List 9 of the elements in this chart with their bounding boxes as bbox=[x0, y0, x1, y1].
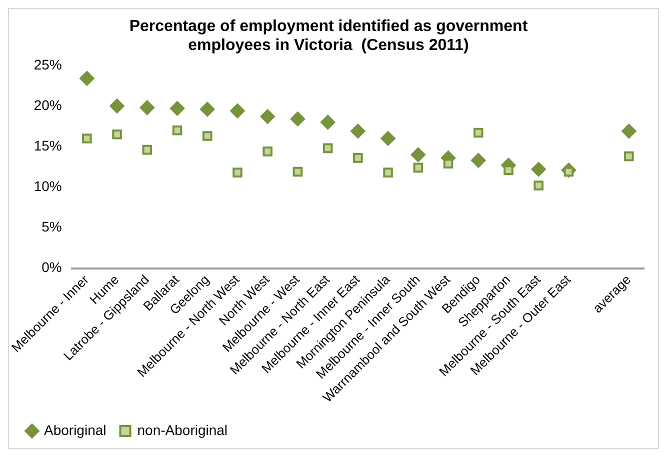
y-tick-label: 25% bbox=[34, 56, 62, 72]
chart-title: Percentage of employment identified as government employees in Victoria (Census 2011) bbox=[129, 18, 528, 54]
legend-label: non-Aboriginal bbox=[137, 422, 228, 438]
y-tick-label: 5% bbox=[42, 218, 62, 235]
y-tick-label: 10% bbox=[34, 178, 62, 194]
y-tick-label: 0% bbox=[42, 259, 62, 276]
y-tick-label: 20% bbox=[34, 96, 62, 113]
legend-label: Aboriginal bbox=[44, 422, 106, 438]
y-tick-label: 15% bbox=[34, 137, 62, 154]
